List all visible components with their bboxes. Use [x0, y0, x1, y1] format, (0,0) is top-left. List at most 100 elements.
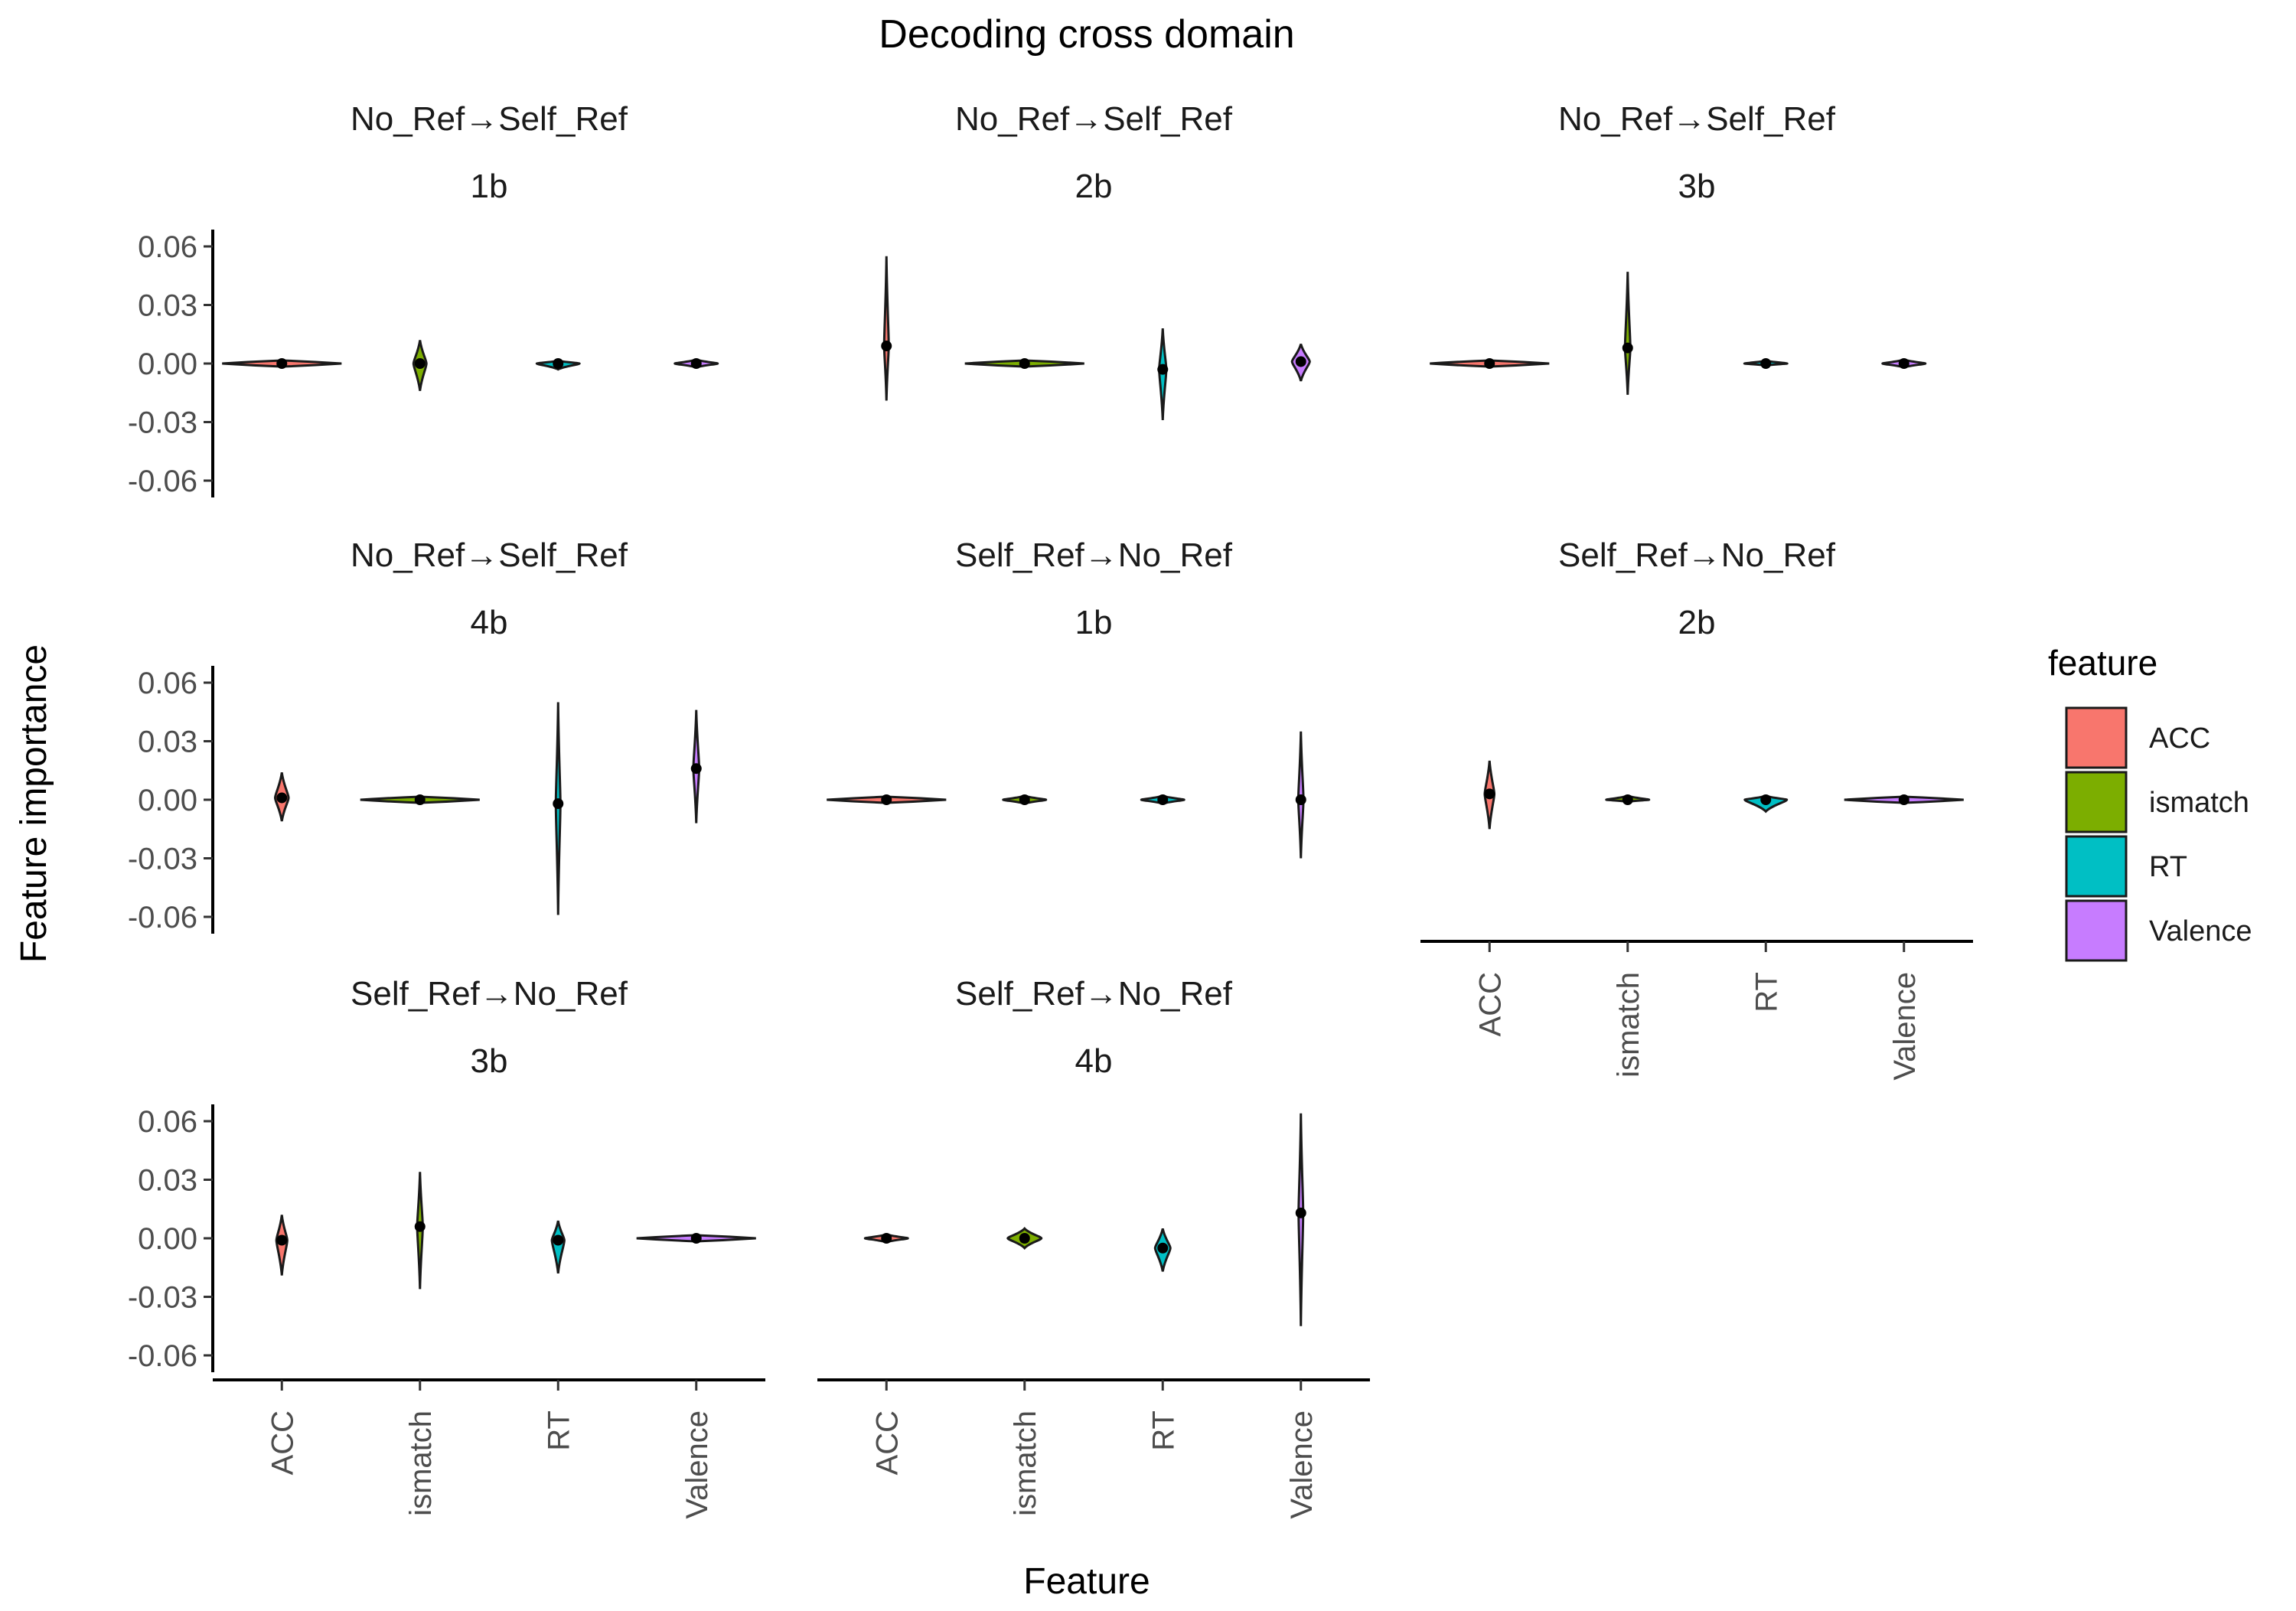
facet-panel: Self_Ref→No_Ref 3b 0.06 0.03 0.00 -0.03 -0.06 A…	[128, 975, 765, 1519]
facet-panel: No_Ref→Self_Ref 4b 0.06 0.03 0.00 -0.03 -0.06	[128, 536, 702, 934]
mean-point	[1622, 794, 1633, 805]
chart-title: Decoding cross domain	[879, 12, 1294, 57]
y-tick-label: -0.06	[128, 465, 197, 498]
legend-title: feature	[2048, 643, 2157, 683]
mean-point	[276, 358, 288, 369]
violin-ismatch	[1623, 272, 1632, 395]
y-tick-label: -0.06	[128, 1339, 197, 1373]
x-tick-label: ACC	[870, 1410, 904, 1475]
mean-point	[1898, 794, 1910, 805]
x-tick-label: RT	[542, 1410, 576, 1451]
facet-panel: Self_Ref→No_Ref 2b ACC ismatch RT Valence	[1420, 536, 1973, 1081]
y-axis-title: Feature importance	[14, 644, 54, 963]
mean-point	[276, 1234, 288, 1246]
legend-key-ismatch	[2065, 771, 2128, 833]
legend-label: Valence	[2149, 915, 2252, 947]
strip-label-load: 2b	[1075, 168, 1113, 205]
mean-point	[690, 358, 702, 369]
mean-point	[553, 1234, 564, 1246]
facet-panels: No_Ref→Self_Ref1b0.060.030.00-0.03-0.06N…	[128, 100, 1973, 1519]
violin-rt	[550, 1220, 566, 1274]
mean-point	[1484, 358, 1495, 369]
strip-label-load: 4b	[1075, 1042, 1113, 1080]
mean-point	[690, 763, 702, 775]
strip-label-direction: Self_Ref→No_Ref	[351, 975, 628, 1013]
mean-point	[1622, 342, 1633, 354]
mean-point	[881, 341, 892, 352]
strip-label-direction: No_Ref→Self_Ref	[955, 100, 1233, 138]
facet-panel: No_Ref→Self_Ref 2b	[881, 100, 1311, 421]
y-tick-label: 0.00	[138, 347, 197, 381]
x-tick-label: ismatch	[404, 1410, 438, 1516]
y-tick-label: 0.06	[138, 667, 197, 700]
mean-point	[1898, 358, 1910, 369]
legend-label: ACC	[2149, 722, 2210, 755]
y-tick-label: 0.03	[138, 1164, 197, 1198]
y-tick-label: -0.03	[128, 843, 197, 876]
mean-point	[414, 1221, 426, 1232]
strip-label-direction: Self_Ref→No_Ref	[955, 536, 1233, 574]
mean-point	[1295, 356, 1306, 367]
strip-label-direction: Self_Ref→No_Ref	[1558, 536, 1836, 574]
mean-point	[1157, 794, 1169, 805]
mean-point	[1760, 358, 1772, 369]
mean-point	[1484, 788, 1495, 800]
strip-label-load: 2b	[1678, 604, 1716, 641]
mean-point	[1295, 794, 1306, 805]
x-tick-label: ismatch	[1009, 1410, 1042, 1516]
mean-point	[1760, 794, 1772, 805]
y-tick-label: 0.06	[138, 230, 197, 264]
x-tick-label: Valence	[680, 1410, 714, 1519]
facet-panel: No_Ref→Self_Ref 1b 0.06 0.03 0.00 -0.03 -0.06	[128, 100, 719, 498]
mean-point	[1019, 1233, 1030, 1244]
mean-point	[414, 794, 426, 805]
x-tick-label: ACC	[266, 1410, 299, 1475]
facet-panel: No_Ref→Self_Ref 3b	[1430, 100, 1927, 395]
legend-key-valence	[2065, 899, 2128, 962]
x-tick-label: Valence	[1888, 972, 1922, 1081]
mean-point	[553, 798, 564, 810]
y-tick-label: 0.06	[138, 1105, 197, 1139]
mean-point	[1295, 1207, 1306, 1218]
violin-valence	[1297, 1113, 1305, 1326]
y-tick-label: 0.00	[138, 784, 197, 817]
strip-label-direction: No_Ref→Self_Ref	[351, 536, 628, 574]
strip-label-direction: No_Ref→Self_Ref	[1558, 100, 1836, 138]
facet-panel: Self_Ref→No_Ref 1b	[827, 536, 1306, 859]
violin-acc	[882, 256, 890, 401]
x-tick-label: Valence	[1285, 1410, 1319, 1519]
y-tick-label: 0.03	[138, 289, 197, 323]
x-tick-label: ACC	[1473, 972, 1507, 1036]
strip-label-load: 1b	[471, 168, 508, 205]
strip-label-direction: Self_Ref→No_Ref	[955, 975, 1233, 1013]
mean-point	[553, 358, 564, 369]
x-tick-label: RT	[1750, 972, 1783, 1013]
legend-key-acc	[2065, 706, 2128, 769]
strip-label-load: 1b	[1075, 604, 1113, 641]
y-tick-label: -0.06	[128, 901, 197, 934]
mean-point	[276, 792, 288, 804]
mean-point	[1019, 358, 1030, 369]
mean-point	[1157, 1242, 1169, 1254]
legend-key-rt	[2065, 835, 2128, 898]
y-tick-label: -0.03	[128, 1281, 197, 1315]
strip-label-load: 4b	[471, 604, 508, 641]
mean-point	[881, 1233, 892, 1244]
strip-label-load: 3b	[1678, 168, 1716, 205]
legend-label: RT	[2149, 851, 2187, 883]
legend: feature ACC ismatch RT Valence	[2048, 643, 2252, 962]
x-tick-label: RT	[1146, 1410, 1180, 1451]
y-tick-label: 0.00	[138, 1222, 197, 1256]
mean-point	[414, 358, 426, 369]
mean-point	[690, 1233, 702, 1244]
x-axis-title: Feature	[1023, 1561, 1150, 1602]
y-tick-label: -0.03	[128, 406, 197, 440]
facet-panel: Self_Ref→No_Ref 4b ACC ismatch RT Valence	[817, 975, 1370, 1519]
y-tick-label: 0.03	[138, 726, 197, 759]
mean-point	[881, 794, 892, 805]
mean-point	[1019, 794, 1030, 805]
strip-label-load: 3b	[471, 1042, 508, 1080]
legend-label: ismatch	[2149, 787, 2249, 819]
